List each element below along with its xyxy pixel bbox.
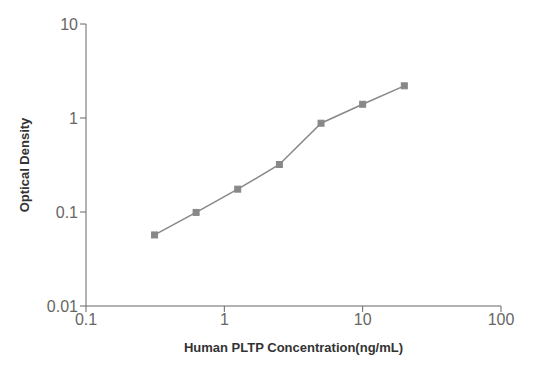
svg-text:100: 100 <box>488 311 515 328</box>
svg-text:Optical Density: Optical Density <box>17 117 32 212</box>
svg-text:1: 1 <box>69 110 78 127</box>
svg-text:0.1: 0.1 <box>56 204 78 221</box>
svg-text:10: 10 <box>354 311 372 328</box>
svg-text:0.1: 0.1 <box>75 311 97 328</box>
svg-text:1: 1 <box>220 311 229 328</box>
svg-text:10: 10 <box>60 16 78 33</box>
svg-text:Human PLTP Concentration(ng/mL: Human PLTP Concentration(ng/mL) <box>184 340 403 355</box>
svg-text:0.01: 0.01 <box>47 298 78 315</box>
